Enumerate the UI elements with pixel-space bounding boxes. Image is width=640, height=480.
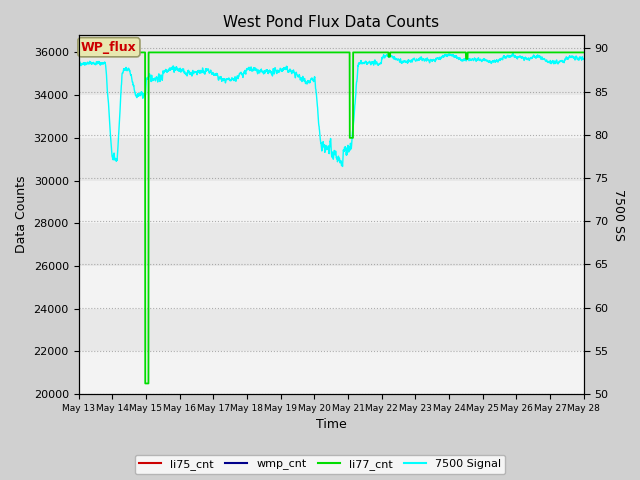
Legend: li75_cnt, wmp_cnt, li77_cnt, 7500 Signal: li75_cnt, wmp_cnt, li77_cnt, 7500 Signal (135, 455, 505, 474)
Title: West Pond Flux Data Counts: West Pond Flux Data Counts (223, 15, 439, 30)
Bar (79, 180, 584, 223)
Y-axis label: 7500 SS: 7500 SS (612, 189, 625, 241)
X-axis label: Time: Time (316, 419, 346, 432)
Bar (79, 266, 584, 309)
Bar (79, 95, 584, 138)
Text: WP_flux: WP_flux (81, 41, 137, 54)
Bar (79, 351, 584, 394)
Y-axis label: Data Counts: Data Counts (15, 176, 28, 253)
